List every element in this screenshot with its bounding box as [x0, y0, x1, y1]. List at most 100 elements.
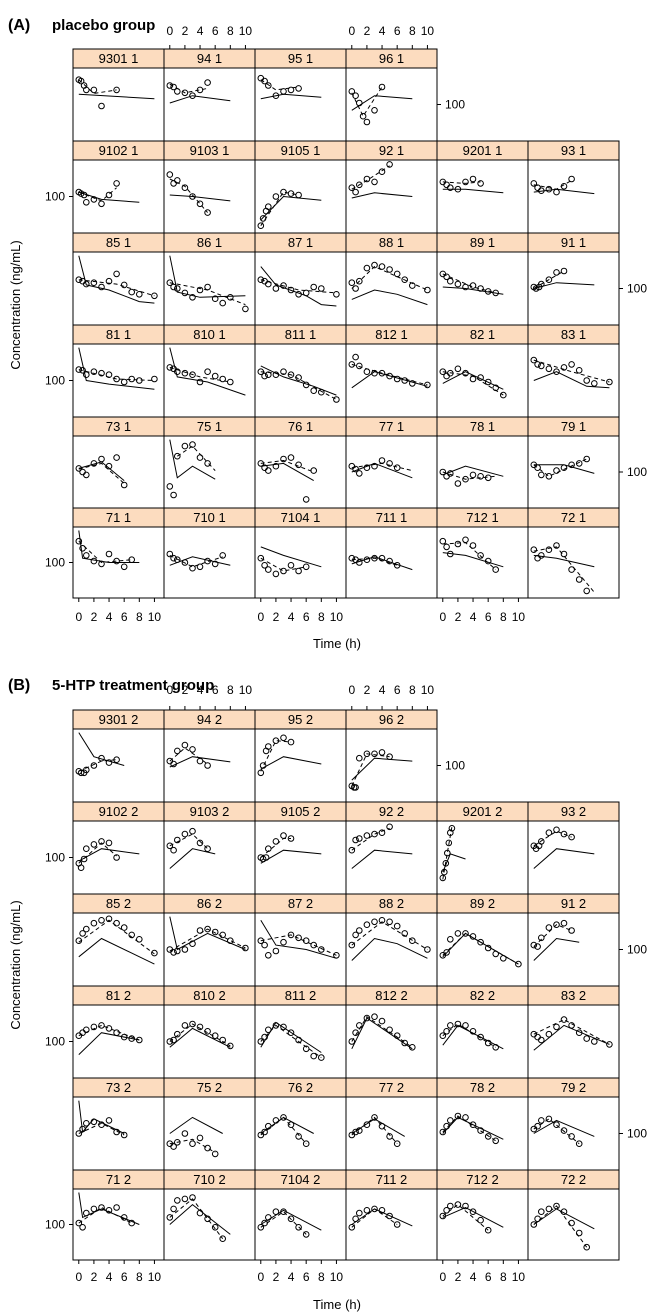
observation-point [83, 925, 90, 933]
observation-point [443, 181, 450, 189]
x-tick-label: 0 [166, 683, 173, 697]
panel-label: (B) [8, 677, 30, 694]
observation-point [530, 1221, 538, 1228]
observation-point [371, 918, 378, 926]
observation-point [352, 1215, 359, 1223]
plot-frame [254, 343, 347, 418]
x-tick-label: 6 [303, 610, 310, 624]
observation-point [79, 367, 86, 374]
observation-point [378, 1122, 386, 1130]
observation-point [363, 464, 371, 472]
observation-point [591, 1038, 598, 1045]
observation-point [136, 377, 143, 384]
observation-point [469, 471, 477, 479]
observation-point [113, 86, 120, 94]
subject-label: 71 1 [106, 510, 131, 525]
observation-point [371, 107, 378, 114]
plot-frame [527, 912, 620, 987]
subject-label: 85 2 [106, 896, 131, 911]
subplot-93-1: 93 1 [527, 140, 620, 234]
observation-point [352, 465, 359, 473]
observation-point [261, 1219, 268, 1227]
plot-frame [163, 343, 256, 418]
x-tick-label: 0 [75, 1270, 82, 1284]
population-prediction-line [169, 756, 231, 768]
observation-point [538, 187, 545, 194]
population-prediction-line [351, 849, 413, 869]
individual-prediction-line [442, 932, 519, 965]
subject-label: 89 1 [470, 235, 495, 250]
observation-point [363, 750, 371, 758]
observation-point [204, 557, 211, 565]
subplot-85-2: 85 2 [72, 893, 165, 987]
x-tick-label: 10 [239, 24, 253, 38]
subject-label: 85 1 [106, 235, 131, 250]
individual-prediction-line [260, 279, 337, 294]
observation-point [477, 1127, 484, 1134]
x-tick-label: 2 [273, 1270, 280, 1284]
x-tick-label: 2 [273, 610, 280, 624]
observation-point [265, 82, 272, 89]
observation-point [515, 960, 522, 968]
observation-point [393, 464, 401, 472]
population-prediction-line [169, 439, 216, 480]
plot-frame [254, 1096, 347, 1171]
observation-point [265, 743, 272, 750]
observation-point [80, 855, 88, 863]
population-prediction-line [169, 95, 231, 104]
observation-point [280, 567, 287, 575]
observation-point [90, 1118, 98, 1126]
observation-point [98, 102, 105, 110]
observation-point [272, 838, 280, 845]
observation-point [484, 944, 492, 952]
observation-point [462, 178, 469, 186]
observation-point [484, 474, 492, 482]
observation-point [462, 1022, 469, 1029]
subject-label: 73 2 [106, 1080, 131, 1095]
x-tick-label: 2 [182, 683, 189, 697]
observation-point [151, 949, 158, 957]
individual-prediction-line [78, 540, 132, 564]
population-prediction-line [260, 266, 337, 307]
observation-point [530, 941, 538, 949]
y-tick-label: 100 [45, 190, 65, 204]
individual-prediction-line [169, 833, 208, 850]
plot-frame [345, 435, 438, 509]
observation-point [439, 874, 447, 882]
observation-point [204, 209, 211, 216]
x-tick-label: 6 [212, 683, 219, 697]
individual-prediction-line [78, 1122, 125, 1136]
subject-label: 95 2 [288, 712, 313, 727]
observation-point [447, 470, 454, 477]
individual-prediction-line [78, 79, 117, 95]
observation-point [98, 754, 105, 762]
population-prediction-line [442, 1206, 504, 1228]
observation-point [105, 277, 113, 285]
observation-point [401, 377, 409, 384]
x-tick-label: 8 [136, 610, 143, 624]
observation-point [352, 188, 359, 196]
y-tick-label: 100 [627, 465, 647, 479]
observation-point [439, 1128, 447, 1136]
y-tick-label: 100 [445, 98, 465, 112]
observation-point [242, 305, 249, 313]
subplot-93-2: 93 2 [527, 801, 620, 895]
panel-title: 5-HTP treatment group [52, 677, 214, 694]
observation-point [174, 1139, 181, 1146]
observation-point [105, 462, 113, 470]
observation-point [170, 846, 177, 854]
subplot-812-2: 812 2 [345, 985, 438, 1079]
subject-label: 81 2 [106, 988, 131, 1003]
observation-point [530, 180, 538, 187]
observation-point [196, 200, 204, 208]
observation-point [560, 267, 568, 275]
observation-point [166, 171, 174, 178]
observation-point [295, 85, 302, 92]
subplot-77-1: 77 1 [345, 416, 438, 509]
observation-point [534, 1122, 541, 1130]
subject-label: 82 1 [470, 327, 495, 342]
observation-point [583, 1243, 591, 1251]
observation-point [166, 1214, 174, 1221]
x-tick-label: 0 [439, 610, 446, 624]
observation-point [83, 280, 90, 288]
